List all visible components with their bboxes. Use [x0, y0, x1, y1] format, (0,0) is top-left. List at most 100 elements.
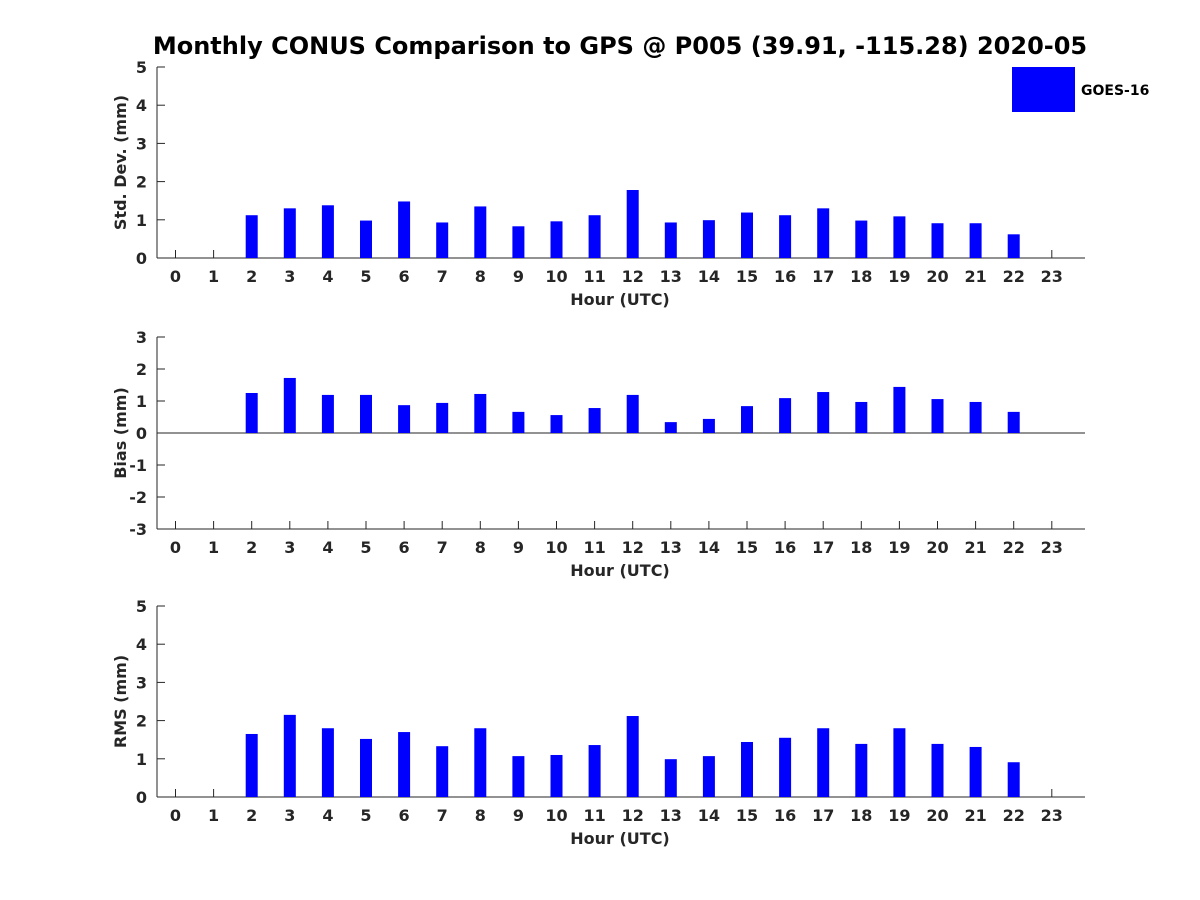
bias-bar — [893, 386, 906, 433]
bias-x-tick-label: 12 — [622, 538, 644, 557]
bias-bar — [779, 398, 792, 433]
bias-x-tick-label: 23 — [1041, 538, 1063, 557]
rms-x-tick-label: 19 — [888, 806, 910, 825]
bias-x-tick-label: 15 — [736, 538, 758, 557]
std-dev-bar — [321, 205, 334, 258]
bias-x-tick-label: 6 — [399, 538, 410, 557]
std-dev-bar — [969, 223, 982, 258]
std-dev-y-tick-label: 1 — [136, 211, 147, 230]
std-dev-bar — [626, 190, 639, 258]
rms-x-tick-label: 9 — [513, 806, 524, 825]
std-dev-x-tick-label: 16 — [774, 267, 796, 286]
bias-x-tick-label: 21 — [964, 538, 986, 557]
rms-x-tick-label: 13 — [660, 806, 682, 825]
std-dev-x-tick-label: 12 — [622, 267, 644, 286]
legend-label: GOES-16 — [1081, 83, 1149, 99]
bias-bar — [283, 377, 296, 433]
rms-bar — [436, 746, 449, 797]
rms-bar — [969, 746, 982, 797]
bias-x-axis-label: Hour (UTC) — [570, 561, 670, 580]
std-dev-x-tick-label: 13 — [660, 267, 682, 286]
rms-bar — [702, 756, 715, 797]
bias-x-tick-label: 1 — [208, 538, 219, 557]
rms-y-axis-label: RMS (mm) — [111, 655, 130, 748]
std-dev-y-tick-label: 4 — [136, 96, 147, 115]
std-dev-x-axis-label: Hour (UTC) — [570, 290, 670, 309]
bias-x-tick-label: 22 — [1003, 538, 1025, 557]
bias-y-tick-label: 3 — [136, 328, 147, 347]
std-dev-y-tick-label: 3 — [136, 134, 147, 153]
std-dev-x-tick-label: 23 — [1041, 267, 1063, 286]
std-dev-x-tick-label: 7 — [437, 267, 448, 286]
std-dev-x-tick-label: 15 — [736, 267, 758, 286]
bias-x-tick-label: 7 — [437, 538, 448, 557]
bias-x-tick-label: 10 — [545, 538, 567, 557]
bias-bar — [741, 406, 753, 433]
rms-bar — [1007, 762, 1020, 797]
std-dev-bar — [283, 208, 296, 258]
bias-x-tick-label: 19 — [888, 538, 910, 557]
std-dev-x-tick-label: 9 — [513, 267, 524, 286]
legend-swatch — [1012, 67, 1075, 112]
std-dev-y-tick-label: 2 — [136, 173, 147, 192]
bias-x-tick-label: 8 — [475, 538, 486, 557]
std-dev-bar — [1007, 234, 1020, 258]
rms-bar — [360, 738, 372, 797]
bias-y-tick-label: -1 — [129, 456, 147, 475]
bias-x-tick-label: 5 — [360, 538, 371, 557]
std-dev-x-tick-label: 4 — [322, 267, 333, 286]
bias-x-tick-label: 20 — [926, 538, 948, 557]
rms-x-tick-label: 5 — [360, 806, 371, 825]
bias-x-tick-label: 9 — [513, 538, 524, 557]
std-dev-x-tick-label: 14 — [698, 267, 720, 286]
bias-x-tick-label: 11 — [583, 538, 605, 557]
bias-bar — [664, 422, 677, 433]
rms-bar — [550, 754, 563, 797]
rms-y-tick-label: 0 — [136, 788, 147, 807]
std-dev-x-tick-label: 21 — [964, 267, 986, 286]
bias-y-axis-label: Bias (mm) — [111, 387, 130, 479]
std-dev-bar — [931, 223, 944, 258]
std-dev-x-tick-label: 20 — [926, 267, 948, 286]
rms-x-tick-label: 18 — [850, 806, 872, 825]
rms-bar — [398, 732, 411, 797]
std-dev-bar — [664, 222, 677, 258]
std-dev-bar — [741, 212, 753, 258]
rms-bar — [512, 756, 525, 797]
bias-y-tick-label: 1 — [136, 392, 147, 411]
bias-x-tick-label: 0 — [170, 538, 181, 557]
std-dev-bar — [436, 222, 449, 258]
rms-y-tick-label: 1 — [136, 750, 147, 769]
rms-x-tick-label: 8 — [475, 806, 486, 825]
bias-x-tick-label: 3 — [284, 538, 295, 557]
bias-bar — [1007, 411, 1020, 433]
rms-x-tick-label: 22 — [1003, 806, 1025, 825]
bias-x-tick-label: 18 — [850, 538, 872, 557]
std-dev-x-tick-label: 17 — [812, 267, 834, 286]
bias-bar — [436, 402, 449, 433]
rms-y-tick-label: 5 — [136, 597, 147, 616]
bias-bar — [855, 401, 868, 433]
bias-x-tick-label: 2 — [246, 538, 257, 557]
rms-x-tick-label: 12 — [622, 806, 644, 825]
bias-x-tick-label: 17 — [812, 538, 834, 557]
bias-bar — [931, 399, 944, 433]
rms-bar — [626, 716, 639, 797]
bias-bar — [321, 394, 334, 433]
std-dev-x-tick-label: 5 — [360, 267, 371, 286]
rms-y-tick-label: 4 — [136, 635, 147, 654]
std-dev-y-tick-label: 5 — [136, 58, 147, 77]
bias-y-tick-label: -3 — [129, 520, 147, 539]
bias-bar — [969, 401, 982, 433]
bias-x-tick-label: 4 — [322, 538, 333, 557]
rms-x-tick-label: 20 — [926, 806, 948, 825]
rms-x-tick-label: 10 — [545, 806, 567, 825]
rms-x-tick-label: 16 — [774, 806, 796, 825]
std-dev-bar — [588, 215, 601, 258]
rms-bar — [855, 743, 868, 797]
std-dev-bar — [474, 206, 487, 258]
std-dev-x-tick-label: 18 — [850, 267, 872, 286]
bias-bar — [550, 415, 563, 433]
